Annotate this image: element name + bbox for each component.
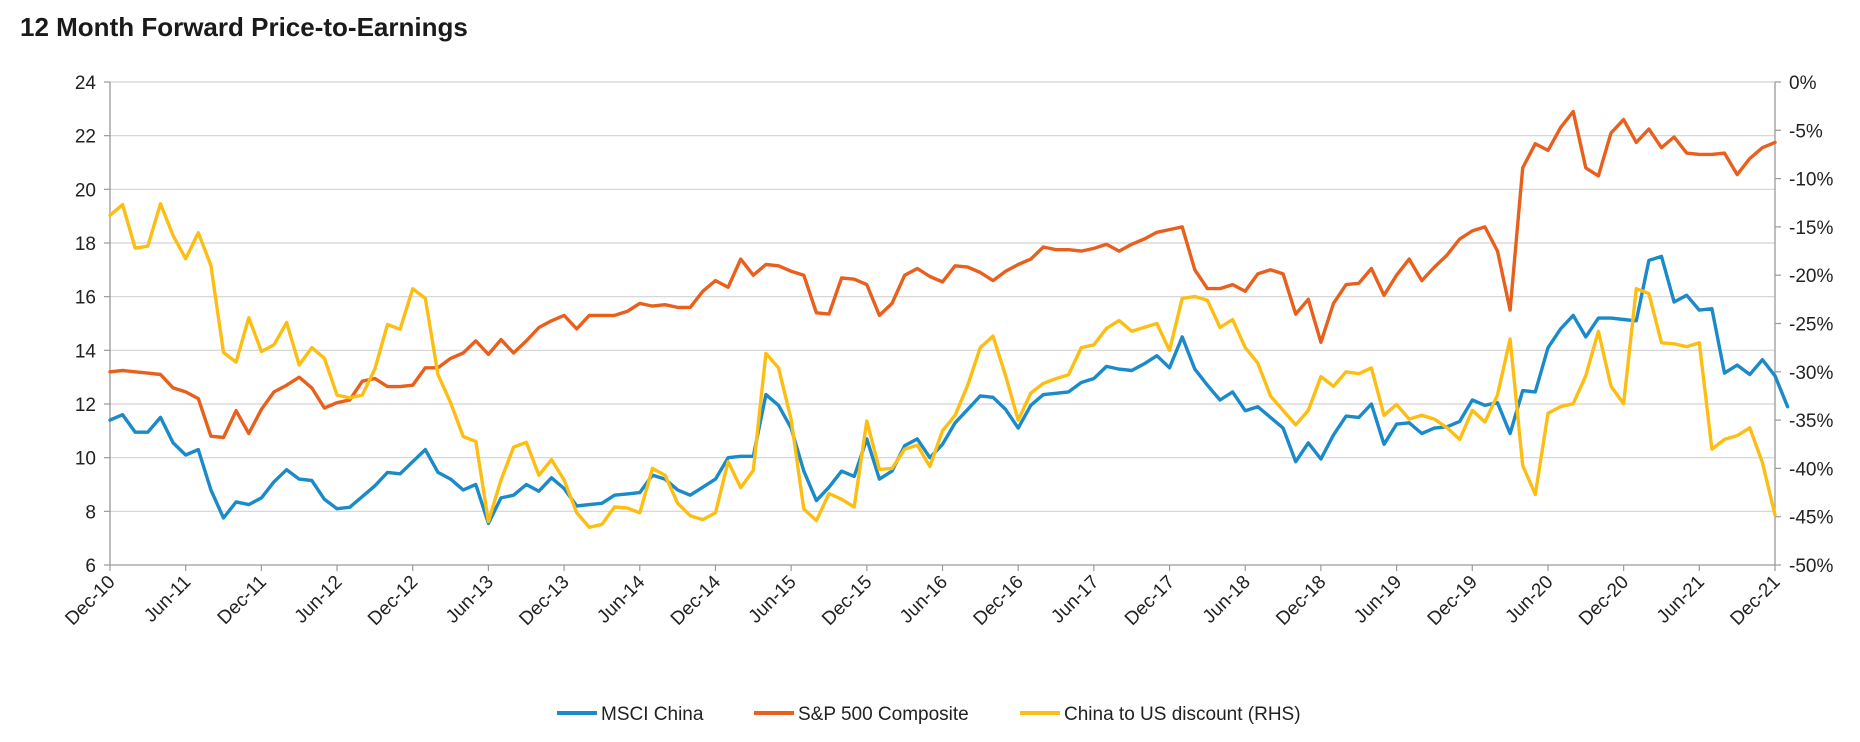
series-line-s-p-500-composite xyxy=(108,109,1777,440)
series-lines xyxy=(108,109,1790,529)
x-tick-label: Dec-20 xyxy=(1575,572,1633,630)
x-tick-label: Dec-11 xyxy=(214,572,271,629)
y-left-tick-label: 10 xyxy=(75,449,96,470)
y-right-tick-label: -10% xyxy=(1789,170,1833,191)
x-tick-label: Dec-10 xyxy=(61,572,119,630)
y-left-tick-label: 8 xyxy=(85,502,96,523)
legend-label: S&P 500 Composite xyxy=(798,704,969,725)
y-right-tick-label: -30% xyxy=(1789,363,1833,384)
y-left-tick-label: 6 xyxy=(85,556,96,577)
series-line-china-to-us-discount-rhs xyxy=(108,202,1777,529)
x-tick-label: Jun-15 xyxy=(745,572,801,628)
x-tick-label: Jun-20 xyxy=(1502,572,1558,628)
x-tick-label: Dec-17 xyxy=(1121,572,1179,630)
y-right-tick-label: -5% xyxy=(1789,121,1823,142)
x-tick-label: Dec-13 xyxy=(515,572,573,630)
x-tick-label: Dec-21 xyxy=(1726,572,1784,630)
y-left-tick-label: 18 xyxy=(75,234,96,255)
series-line-msci-china xyxy=(108,254,1790,526)
y-left-tick-label: 22 xyxy=(75,127,96,148)
x-tick-label: Dec-18 xyxy=(1272,572,1330,630)
legend: MSCI China S&P 500 Composite China to US d… xyxy=(557,704,1301,725)
chart-title: 12 Month Forward Price-to-Earnings xyxy=(20,12,468,42)
y-right-tick-label: -15% xyxy=(1789,218,1833,239)
y-right-tick-label: -40% xyxy=(1789,459,1833,480)
x-tick-label: Dec-12 xyxy=(364,572,422,630)
y-right-tick-label: -25% xyxy=(1789,315,1833,336)
y-right-tick-label: -45% xyxy=(1789,508,1833,529)
y-left-tick-label: 12 xyxy=(75,395,96,416)
legend-item: S&P 500 Composite xyxy=(754,704,969,725)
x-tick-label: Jun-19 xyxy=(1350,572,1406,628)
x-tick-label: Jun-17 xyxy=(1047,572,1103,628)
x-tick-label: Jun-18 xyxy=(1199,572,1255,628)
y-right-tick-label: -50% xyxy=(1789,556,1833,577)
x-tick-label: Dec-19 xyxy=(1424,572,1482,630)
y-right-tick-label: -20% xyxy=(1789,266,1833,287)
legend-label: China to US discount (RHS) xyxy=(1064,704,1301,725)
x-tick-label: Jun-12 xyxy=(291,572,347,628)
grid-lines xyxy=(110,81,1775,512)
y-left-tick-label: 14 xyxy=(75,341,97,362)
x-tick-label: Jun-16 xyxy=(896,572,952,628)
y-left-tick-label: 24 xyxy=(75,73,97,94)
y-right-tick-label: 0% xyxy=(1789,73,1817,94)
legend-label: MSCI China xyxy=(601,704,704,725)
x-tick-label: Dec-16 xyxy=(970,572,1028,630)
x-tick-label: Jun-11 xyxy=(140,572,195,627)
axes: 6 8 10 12 14 16 18 20 22 24 -50% -45% -40% -35% -30% -2… xyxy=(61,73,1833,630)
y-left-tick-label: 20 xyxy=(75,180,96,201)
legend-item: MSCI China xyxy=(557,704,704,725)
x-tick-label: Jun-21 xyxy=(1653,572,1709,628)
x-tick-label: Dec-14 xyxy=(667,571,725,629)
legend-item: China to US discount (RHS) xyxy=(1020,704,1301,725)
y-left-tick-label: 16 xyxy=(75,288,96,309)
x-tick-label: Jun-14 xyxy=(593,571,649,627)
y-right-tick-label: -35% xyxy=(1789,411,1833,432)
x-tick-label: Dec-15 xyxy=(818,572,876,630)
x-tick-label: Jun-13 xyxy=(442,572,498,628)
